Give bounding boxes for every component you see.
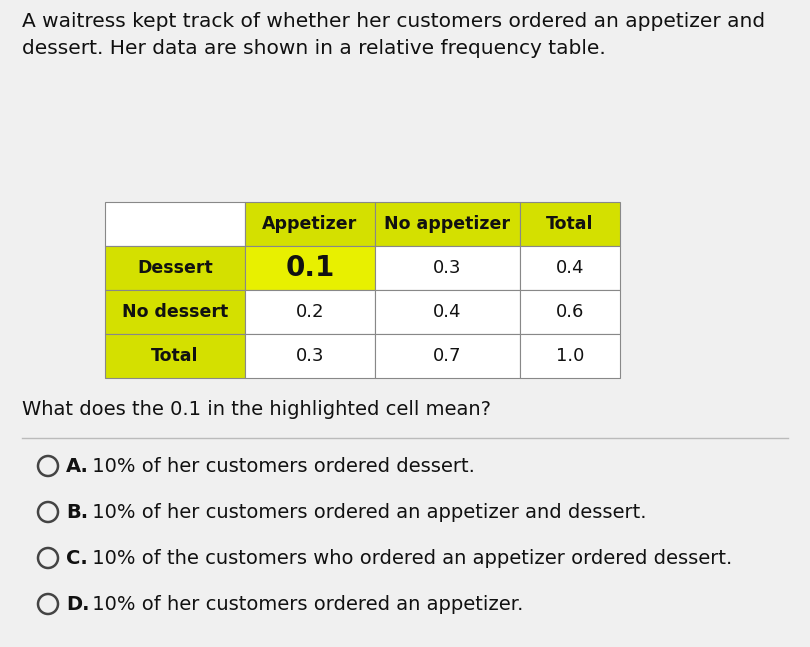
Bar [520, 246, 620, 290]
Text: No dessert: No dessert [122, 303, 228, 321]
Bar [520, 290, 620, 334]
Text: Dessert: Dessert [137, 259, 213, 277]
Text: 0.4: 0.4 [556, 259, 584, 277]
Text: 0.3: 0.3 [296, 347, 324, 365]
Text: 0.7: 0.7 [433, 347, 462, 365]
Text: 10% of the customers who ordered an appetizer ordered dessert.: 10% of the customers who ordered an appe… [86, 549, 732, 567]
Bar [105, 246, 245, 290]
Bar [520, 202, 620, 246]
Bar [105, 290, 245, 334]
Text: Total: Total [151, 347, 198, 365]
Bar [245, 202, 375, 246]
Text: B.: B. [66, 503, 88, 521]
Text: Total: Total [546, 215, 594, 233]
Text: A waitress kept track of whether her customers ordered an appetizer and
dessert.: A waitress kept track of whether her cus… [22, 12, 765, 58]
Text: C.: C. [66, 549, 87, 567]
Text: 0.3: 0.3 [433, 259, 462, 277]
Bar [245, 246, 375, 290]
Text: D.: D. [66, 595, 89, 613]
Text: 0.4: 0.4 [433, 303, 462, 321]
Bar [520, 334, 620, 378]
Bar [375, 202, 520, 246]
Text: 1.0: 1.0 [556, 347, 584, 365]
Bar [105, 202, 245, 246]
Bar [375, 334, 520, 378]
Text: No appetizer: No appetizer [385, 215, 510, 233]
Bar [105, 334, 245, 378]
Bar [245, 290, 375, 334]
Bar [375, 246, 520, 290]
Bar [245, 334, 375, 378]
Text: What does the 0.1 in the highlighted cell mean?: What does the 0.1 in the highlighted cel… [22, 400, 491, 419]
Text: 0.6: 0.6 [556, 303, 584, 321]
Text: Appetizer: Appetizer [262, 215, 358, 233]
Bar [375, 290, 520, 334]
Text: 10% of her customers ordered an appetizer.: 10% of her customers ordered an appetize… [86, 595, 523, 613]
Text: 10% of her customers ordered an appetizer and dessert.: 10% of her customers ordered an appetize… [86, 503, 646, 521]
Text: 0.1: 0.1 [285, 254, 335, 282]
Text: 10% of her customers ordered dessert.: 10% of her customers ordered dessert. [86, 457, 475, 476]
Text: A.: A. [66, 457, 89, 476]
Text: 0.2: 0.2 [296, 303, 324, 321]
